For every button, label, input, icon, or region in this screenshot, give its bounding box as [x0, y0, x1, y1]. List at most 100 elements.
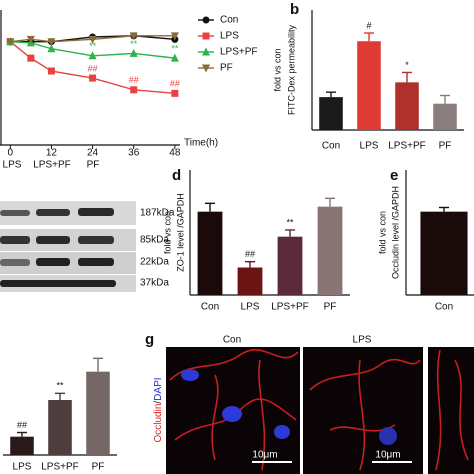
blot-band: [0, 259, 30, 266]
x-tick-label: 12: [46, 148, 58, 159]
blot-band: [78, 258, 114, 266]
x-tick-label: LPS: [360, 141, 379, 152]
blot-band: [0, 280, 116, 287]
x-tick-label: Con: [435, 302, 453, 313]
legend-marker: [202, 16, 210, 24]
annotation: **: [286, 217, 294, 227]
legend-marker: [202, 32, 210, 40]
lane-label: LPS+PF: [33, 160, 71, 171]
panel-letter: d: [172, 167, 181, 184]
lane-label: LPS: [3, 160, 22, 171]
annotation: **: [89, 41, 97, 51]
stain-label: Occludin/DAPI: [153, 377, 164, 442]
legend-label: LPS+PF: [220, 47, 258, 58]
x-tick-label: Con: [201, 302, 219, 313]
series-line: [10, 40, 175, 59]
y-axis-label: ZO-1 level /GAPDH: [175, 193, 185, 272]
annotation: **: [130, 39, 138, 49]
marker: [47, 67, 55, 75]
bar: [395, 82, 419, 130]
x-tick-label: Con: [322, 141, 340, 152]
panel-letter: g: [145, 331, 154, 348]
blot-band: [78, 208, 114, 216]
panel-letter: b: [290, 1, 299, 18]
bar: [237, 267, 263, 295]
nucleus: [181, 369, 199, 381]
annotation: *: [405, 60, 409, 70]
band-label: 37kDa: [140, 278, 169, 289]
marker: [171, 89, 179, 97]
legend-marker: [202, 64, 210, 73]
bar: [277, 236, 303, 295]
blot-band: [0, 236, 30, 244]
y-axis-label: fold vs con: [272, 48, 282, 91]
x-tick-label: 24: [87, 148, 99, 159]
x-tick-label: LPS+PF: [41, 462, 79, 473]
nucleus: [274, 425, 290, 439]
x-tick-label: PF: [324, 302, 337, 313]
column-label: Con: [223, 335, 241, 346]
bar: [420, 211, 468, 295]
legend-label: Con: [220, 15, 238, 26]
annotation: ##: [170, 79, 180, 89]
legend-label: LPS: [220, 31, 239, 42]
annotation: ##: [245, 249, 255, 259]
marker: [170, 53, 179, 62]
marker: [88, 51, 97, 60]
annotation: ##: [88, 63, 98, 73]
marker: [129, 48, 138, 57]
annotation: **: [56, 381, 64, 391]
marker: [47, 38, 56, 47]
marker: [88, 35, 97, 44]
scale-label: 10μm: [252, 450, 277, 461]
stain-sep: /: [153, 401, 164, 404]
x-tick-label: 36: [128, 148, 140, 159]
x-tick-label: LPS: [13, 462, 32, 473]
marker: [6, 38, 15, 47]
y-axis-label: fold vs con: [377, 211, 387, 254]
bar: [10, 436, 34, 455]
y-axis-label: FITC-Dex permeability: [286, 24, 296, 115]
y-axis-label: fold vs con: [162, 211, 172, 254]
marker: [170, 32, 179, 41]
blot-band: [36, 209, 70, 216]
annotation: **: [171, 44, 179, 54]
blot: LPS LPS+PF PF 187kDa 85kDa 22kDa 37kDa: [0, 160, 175, 292]
y-axis-label: Occludin level /GAPDH: [390, 186, 400, 279]
scale-label: 10μm: [375, 450, 400, 461]
blot-band: [36, 258, 70, 266]
marker: [89, 74, 97, 82]
band-label: 85kDa: [140, 235, 169, 246]
x-axis-label: Time(h): [184, 138, 218, 149]
stain-blue: DAPI: [153, 377, 164, 400]
x-tick-label: LPS+PF: [271, 302, 309, 313]
blot-band: [0, 210, 30, 216]
image: [428, 347, 474, 474]
x-tick-label: PF: [439, 141, 452, 152]
panel-letter: e: [390, 167, 398, 184]
blot-band: [78, 236, 114, 244]
bar: [197, 211, 223, 295]
micrographs: Con LPS Occludin/DAPI 10μm 10μm: [153, 335, 474, 474]
x-tick-label: LPS: [241, 302, 260, 313]
bar: [357, 41, 381, 130]
x-tick-label: 0: [8, 148, 14, 159]
lane-label: PF: [87, 160, 100, 171]
stain-red: Occludin: [153, 404, 164, 443]
bar: [317, 206, 343, 295]
marker: [27, 54, 35, 62]
marker: [47, 44, 56, 53]
bar: [319, 97, 343, 130]
annotation: ##: [129, 75, 139, 85]
legend-label: PF: [220, 63, 233, 74]
x-tick-label: 48: [169, 148, 181, 159]
bar: [86, 371, 110, 455]
bar: [433, 103, 457, 130]
blot-band: [36, 236, 70, 244]
nucleus: [379, 427, 397, 445]
band-label: 22kDa: [140, 257, 169, 268]
series-line: [10, 35, 175, 43]
x-tick-label: PF: [92, 462, 105, 473]
